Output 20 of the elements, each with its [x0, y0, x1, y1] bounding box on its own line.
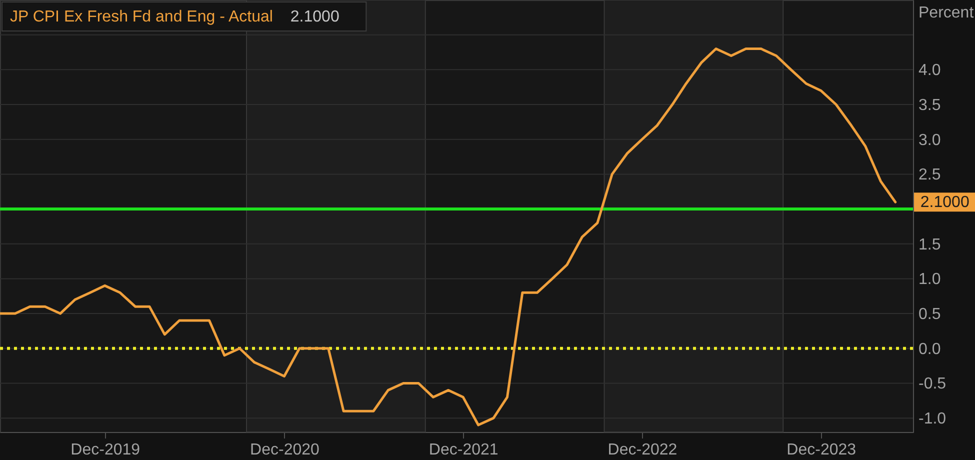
y-tick-label: -1.0 [918, 410, 946, 428]
y-tick-label: 1.0 [918, 271, 941, 288]
y-tick-label: -0.5 [918, 376, 946, 393]
line-series [0, 48, 897, 426]
y-tick-label: 3.0 [918, 132, 941, 149]
y-tick-label: 3.5 [918, 97, 941, 114]
x-tick-label: Dec-2021 [428, 442, 498, 458]
x-tick-label: Dec-2023 [786, 442, 856, 458]
text: 2.1000 [290, 8, 340, 26]
x-tick-label: Dec-2019 [70, 442, 140, 458]
y-tick-label: 2.5 [918, 166, 941, 184]
y-tick-label: 0.5 [918, 306, 941, 324]
text: JP CPI Ex Fresh Fd and Eng - Actual [10, 8, 273, 26]
y-axis-title: Percent [918, 4, 974, 22]
x-tick-label: Dec-2020 [250, 442, 320, 458]
data-label: 2.1000 [920, 194, 970, 212]
y-tick-label: 4.0 [918, 62, 941, 80]
y-tick-label: 0.0 [918, 340, 941, 358]
x-tick-label: Dec-2022 [608, 442, 678, 458]
y-tick-label: 1.5 [918, 236, 941, 254]
